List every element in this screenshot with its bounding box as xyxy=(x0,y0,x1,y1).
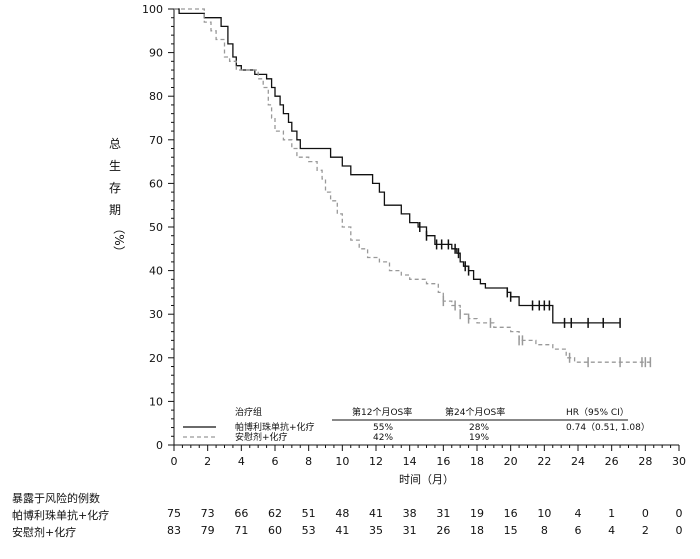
y-tick-label: 10 xyxy=(149,395,163,408)
x-axis-label: 时间（月） xyxy=(399,473,454,486)
x-tick-label: 6 xyxy=(272,455,279,468)
risk-count: 2 xyxy=(641,524,649,537)
x-tick-label: 28 xyxy=(638,455,652,468)
y-axis-label-char: 总 xyxy=(109,137,121,151)
x-tick-label: 12 xyxy=(369,455,383,468)
x-tick-label: 30 xyxy=(672,455,686,468)
risk-count: 8 xyxy=(540,524,548,537)
risk-count: 0 xyxy=(675,524,683,537)
y-axis-label-char: 期 xyxy=(109,203,121,217)
risk-row-label: 安慰剂+化疗 xyxy=(12,526,77,539)
risk-count: 0 xyxy=(641,507,649,520)
chart-curves xyxy=(174,8,652,368)
survival-curve-placebo xyxy=(174,8,651,363)
risk-count: 62 xyxy=(268,507,282,520)
risk-row-label: 帕博利珠单抗+化疗 xyxy=(12,509,110,522)
risk-count: 75 xyxy=(167,507,181,520)
y-tick-label: 0 xyxy=(156,439,163,452)
x-tick-label: 16 xyxy=(436,455,450,468)
risk-count: 41 xyxy=(335,524,350,537)
risk-count: 18 xyxy=(470,524,484,537)
chart-legend: 治疗组 第12个月OS率 第24个月OS率 HR（95% CI） 帕博利珠单抗+化疗 55… xyxy=(183,406,650,443)
y-axis-label-char: 存 xyxy=(109,181,121,195)
legend-row-os12: 42% xyxy=(373,433,393,443)
risk-count: 31 xyxy=(402,524,417,537)
y-tick-label: 50 xyxy=(149,221,163,234)
y-tick-label: 100 xyxy=(142,3,163,16)
x-tick-label: 26 xyxy=(605,455,619,468)
risk-count: 6 xyxy=(574,524,582,537)
risk-row: 安慰剂+化疗 83 79 71 60 53 41 35 31 26 18 15 8 6 4 2 0 xyxy=(0,524,700,539)
x-tick-label: 24 xyxy=(571,455,585,468)
risk-count: 53 xyxy=(301,524,316,537)
chart-axes: 0 2 4 6 8 10 12 14 16 18 20 22 24 26 28 300102030405060… xyxy=(142,3,686,486)
risk-count: 4 xyxy=(608,524,616,537)
risk-count: 71 xyxy=(234,524,249,537)
y-tick-label: 70 xyxy=(149,134,163,147)
x-tick-label: 0 xyxy=(171,455,178,468)
risk-count: 79 xyxy=(200,524,215,537)
y-tick-label: 40 xyxy=(149,265,163,278)
y-axis-label-char: 生 xyxy=(109,159,121,173)
survival-curve-treatment xyxy=(174,8,621,324)
y-tick-label: 80 xyxy=(149,90,163,103)
risk-table-title: 暴露于风险的例数 xyxy=(12,492,100,505)
risk-count: 48 xyxy=(335,507,350,520)
risk-count: 31 xyxy=(436,507,451,520)
x-tick-label: 22 xyxy=(537,455,551,468)
legend-row-os24: 28% xyxy=(469,423,489,433)
risk-count: 26 xyxy=(436,524,451,537)
x-tick-label: 14 xyxy=(403,455,417,468)
risk-count: 60 xyxy=(268,524,282,537)
risk-count: 4 xyxy=(574,507,582,520)
risk-count: 15 xyxy=(503,524,518,537)
risk-count: 35 xyxy=(369,524,383,537)
y-axis-label-unit: （%） xyxy=(112,222,126,257)
y-tick-label: 90 xyxy=(149,47,163,60)
risk-count: 16 xyxy=(503,507,518,520)
x-tick-label: 20 xyxy=(504,455,518,468)
risk-count: 51 xyxy=(301,507,316,520)
risk-count: 10 xyxy=(537,507,552,520)
y-tick-label: 20 xyxy=(149,352,163,365)
risk-count: 83 xyxy=(167,524,181,537)
risk-count: 19 xyxy=(470,507,484,520)
legend-header: 治疗组 xyxy=(235,406,262,418)
legend-row-name: 帕博利珠单抗+化疗 xyxy=(235,421,315,433)
legend-row-hr: 0.74（0.51, 1.08） xyxy=(566,422,650,433)
legend-col-hr: HR（95% CI） xyxy=(566,407,629,418)
risk-count: 0 xyxy=(675,507,683,520)
risk-count: 66 xyxy=(234,507,249,520)
x-tick-label: 8 xyxy=(305,455,312,468)
legend-row-name: 安慰剂+化疗 xyxy=(235,431,288,443)
legend-col-os12: 第12个月OS率 xyxy=(352,406,412,418)
risk-count: 1 xyxy=(608,507,616,520)
x-tick-label: 4 xyxy=(238,455,245,468)
x-tick-label: 2 xyxy=(204,455,211,468)
legend-row-os24: 19% xyxy=(469,433,489,443)
risk-count: 41 xyxy=(369,507,383,520)
x-tick-label: 10 xyxy=(335,455,349,468)
y-tick-label: 60 xyxy=(149,177,163,190)
y-tick-label: 30 xyxy=(149,308,163,321)
legend-col-os24: 第24个月OS率 xyxy=(445,406,505,418)
legend-row-os12: 55% xyxy=(373,423,393,433)
risk-count: 38 xyxy=(402,507,417,520)
risk-row: 帕博利珠单抗+化疗 75 73 66 62 51 48 41 38 31 19 16 10 4 1 0 0 xyxy=(0,507,700,522)
x-tick-label: 18 xyxy=(470,455,484,468)
risk-count: 73 xyxy=(200,507,215,520)
